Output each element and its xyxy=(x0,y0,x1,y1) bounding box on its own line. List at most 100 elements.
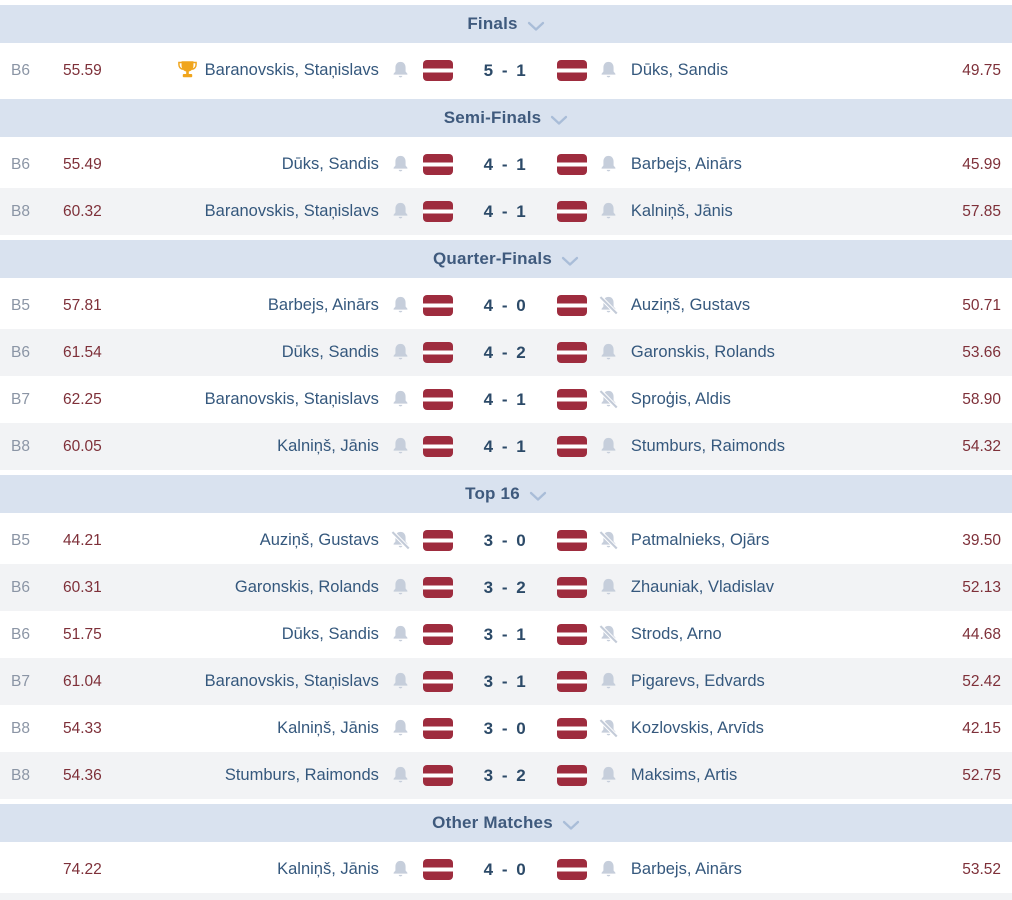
player-left-name-text: Kalniņš, Jānis xyxy=(277,437,379,455)
player-left-average: 54.36 xyxy=(63,766,102,784)
player-right-name-text: Auziņš, Gustavs xyxy=(630,296,751,314)
match-score: 4 - 0 xyxy=(483,295,527,315)
bell-right-icon[interactable] xyxy=(597,858,621,882)
player-right-name-text: Pigarevs, Edvards xyxy=(630,672,765,690)
flag-latvia-left-icon xyxy=(422,718,453,739)
player-left-name-text: Stumburs, Raimonds xyxy=(224,766,379,784)
player-right-average: 52.13 xyxy=(962,578,1001,596)
match-score: 3 - 0 xyxy=(483,718,527,738)
bell-left-icon[interactable] xyxy=(389,388,413,412)
match-score: 3 - 2 xyxy=(483,765,527,785)
player-left-name: Dūks, Sandis xyxy=(125,625,379,644)
player-left-average: 54.33 xyxy=(63,719,102,737)
player-left-name: Kalniņš, Jānis xyxy=(125,437,379,456)
round-header-band[interactable]: Semi-Finals xyxy=(0,99,1012,137)
player-left-name: Baranovskis, Staņislavs xyxy=(125,672,379,691)
board-label: B8 xyxy=(11,766,30,784)
player-right-name: Garonskis, Rolands xyxy=(631,343,929,362)
match-row[interactable]: B5 44.21 Auziņš, Gustavs xyxy=(0,517,1012,564)
bell-left-icon[interactable] xyxy=(389,200,413,224)
flag-latvia-right-icon xyxy=(556,624,587,645)
bell-right-icon[interactable] xyxy=(597,294,621,318)
bell-left-icon[interactable] xyxy=(389,576,413,600)
bell-left-icon[interactable] xyxy=(389,670,413,694)
round-header[interactable]: Semi-Finals xyxy=(0,94,1012,141)
match-list: B5 44.21 Auziņš, Gustavs xyxy=(0,517,1012,799)
player-right-name: Pigarevs, Edvards xyxy=(631,672,929,691)
board-label: B6 xyxy=(11,578,30,596)
player-right-average: 57.85 xyxy=(962,202,1001,220)
bell-right-icon[interactable] xyxy=(597,200,621,224)
player-right-average: 52.75 xyxy=(962,766,1001,784)
bell-right-icon[interactable] xyxy=(597,764,621,788)
match-row[interactable]: B7 61.04 Baranovskis, Staņislavs xyxy=(0,658,1012,705)
player-left-average: 60.31 xyxy=(63,578,102,596)
next-row-sliver xyxy=(0,893,1012,900)
player-right-name: Maksims, Artis xyxy=(631,766,929,785)
match-score: 3 - 1 xyxy=(483,671,527,691)
player-left-name-text: Baranovskis, Staņislavs xyxy=(204,202,379,220)
player-right-name-text: Barbejs, Ainārs xyxy=(630,155,742,173)
bell-left-icon[interactable] xyxy=(389,529,413,553)
match-row[interactable]: B6 51.75 Dūks, Sandis xyxy=(0,611,1012,658)
bell-left-icon[interactable] xyxy=(389,764,413,788)
player-right-average: 49.75 xyxy=(962,61,1001,79)
bell-left-icon[interactable] xyxy=(389,623,413,647)
round-header[interactable]: Other Matches xyxy=(0,799,1012,846)
match-list: B5 57.81 Barbejs, Ainārs xyxy=(0,282,1012,470)
bell-right-icon[interactable] xyxy=(597,435,621,459)
round-header[interactable]: Top 16 xyxy=(0,470,1012,517)
round-header-band[interactable]: Finals xyxy=(0,5,1012,43)
round-header-band[interactable]: Other Matches xyxy=(0,804,1012,842)
flag-latvia-left-icon xyxy=(422,671,453,692)
player-right-name: Kalniņš, Jānis xyxy=(631,202,929,221)
bell-left-icon[interactable] xyxy=(389,294,413,318)
bell-right-icon[interactable] xyxy=(597,670,621,694)
player-right-name: Dūks, Sandis xyxy=(631,61,929,80)
bell-left-icon[interactable] xyxy=(389,153,413,177)
bell-left-icon[interactable] xyxy=(389,341,413,365)
player-right-average: 58.90 xyxy=(962,390,1001,408)
match-row[interactable]: B6 55.49 Dūks, Sandis xyxy=(0,141,1012,188)
round-header[interactable]: Finals xyxy=(0,0,1012,47)
bell-left-icon[interactable] xyxy=(389,435,413,459)
bell-left-icon[interactable] xyxy=(389,858,413,882)
flag-latvia-right-icon xyxy=(556,718,587,739)
match-row[interactable]: B5 57.81 Barbejs, Ainārs xyxy=(0,282,1012,329)
match-row[interactable]: B8 60.32 Baranovskis, Staņislavs xyxy=(0,188,1012,235)
match-row[interactable]: B6 61.54 Dūks, Sandis xyxy=(0,329,1012,376)
match-row[interactable]: B6 60.31 Garonskis, Rolands xyxy=(0,564,1012,611)
flag-latvia-left-icon xyxy=(422,859,453,880)
match-row[interactable]: B8 54.36 Stumburs, Raimonds xyxy=(0,752,1012,799)
match-row[interactable]: B8 54.33 Kalniņš, Jānis xyxy=(0,705,1012,752)
bell-right-icon[interactable] xyxy=(597,529,621,553)
bell-right-icon[interactable] xyxy=(597,341,621,365)
player-right-name: Patmalnieks, Ojārs xyxy=(631,531,929,550)
player-right-name: Barbejs, Ainārs xyxy=(631,155,929,174)
match-row[interactable]: 74.22 Kalniņš, Jānis xyxy=(0,846,1012,893)
flag-latvia-right-icon xyxy=(556,389,587,410)
bell-right-icon[interactable] xyxy=(597,717,621,741)
match-score: 4 - 1 xyxy=(483,201,527,221)
round-header[interactable]: Quarter-Finals xyxy=(0,235,1012,282)
bell-right-icon[interactable] xyxy=(597,623,621,647)
bell-right-icon[interactable] xyxy=(597,388,621,412)
bell-left-icon[interactable] xyxy=(389,59,413,83)
player-left-average: 44.21 xyxy=(63,531,102,549)
match-row[interactable]: B8 60.05 Kalniņš, Jānis xyxy=(0,423,1012,470)
match-row[interactable]: B6 55.59 Baranovskis, Staņislavs xyxy=(0,47,1012,94)
bell-right-icon[interactable] xyxy=(597,576,621,600)
bell-right-icon[interactable] xyxy=(597,59,621,83)
bell-right-icon[interactable] xyxy=(597,153,621,177)
round-header-band[interactable]: Top 16 xyxy=(0,475,1012,513)
bell-left-icon[interactable] xyxy=(389,717,413,741)
board-label: B8 xyxy=(11,437,30,455)
match-row[interactable]: B7 62.25 Baranovskis, Staņislavs xyxy=(0,376,1012,423)
player-right-average: 42.15 xyxy=(962,719,1001,737)
player-left-average: 60.05 xyxy=(63,437,102,455)
round-header-band[interactable]: Quarter-Finals xyxy=(0,240,1012,278)
flag-latvia-left-icon xyxy=(422,201,453,222)
match-score: 3 - 1 xyxy=(483,624,527,644)
player-right-name-text: Maksims, Artis xyxy=(630,766,738,784)
